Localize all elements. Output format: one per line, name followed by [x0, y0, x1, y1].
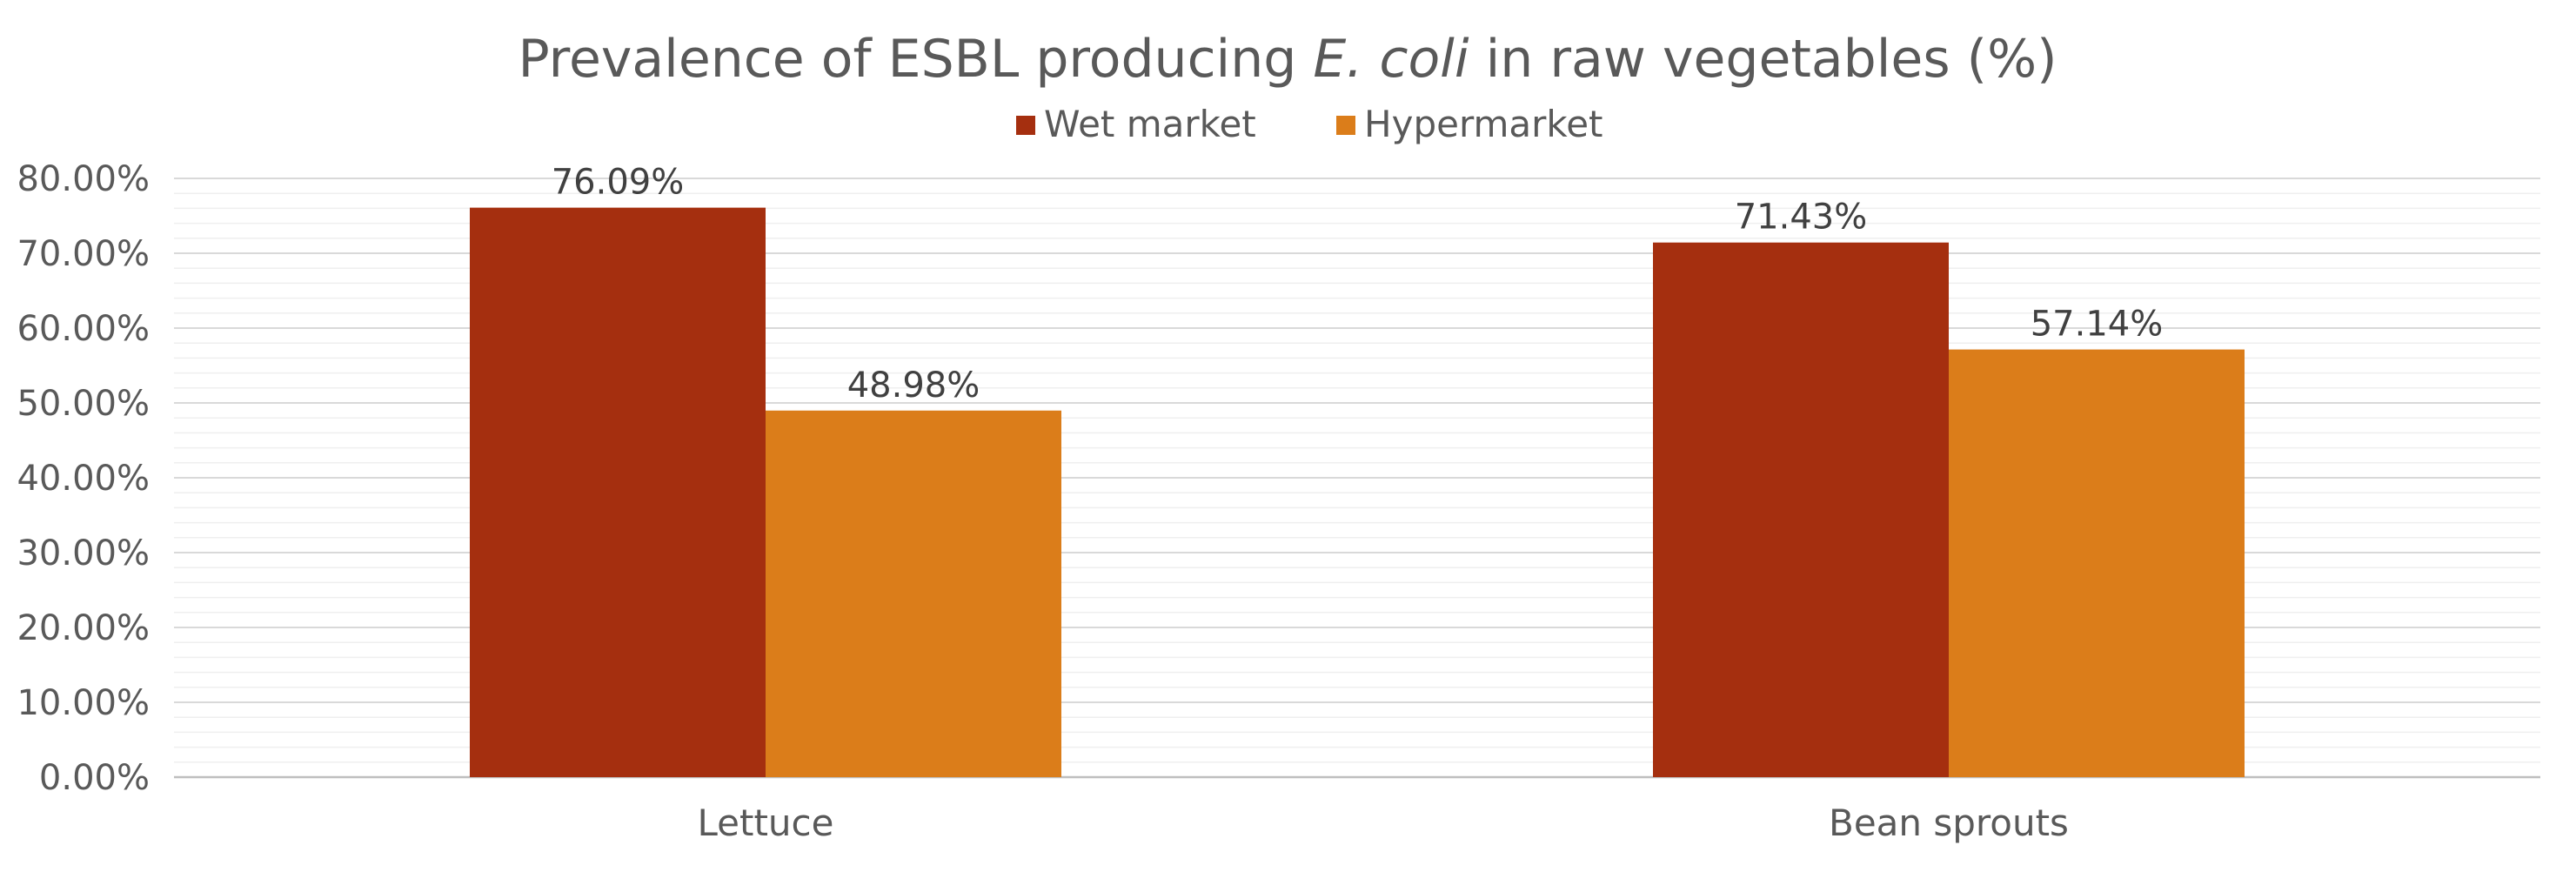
- y-tick-label: 10.00%: [17, 683, 150, 723]
- bar-layer: [470, 207, 2245, 778]
- x-tick-label: Bean sprouts: [1829, 802, 2069, 844]
- x-tick-label: Lettuce: [698, 802, 834, 844]
- y-tick-label: 40.00%: [17, 459, 150, 499]
- chart-title-main: Prevalence of ESBL producing: [519, 29, 1314, 90]
- y-tick-label: 60.00%: [17, 309, 150, 349]
- legend-swatch: [1016, 116, 1035, 135]
- data-label: 71.43%: [1735, 198, 1868, 238]
- legend: Wet market Hypermarket: [1016, 103, 1603, 145]
- y-tick-label: 80.00%: [17, 159, 150, 199]
- y-tick-label: 20.00%: [17, 608, 150, 648]
- y-tick-label: 30.00%: [17, 533, 150, 574]
- bar: [470, 207, 766, 778]
- label-layer: 76.09% 48.98% 71.43% 57.14%: [552, 163, 2164, 406]
- y-tick-label: 0.00%: [39, 758, 150, 798]
- data-label: 48.98%: [847, 366, 980, 406]
- legend-label: Hypermarket: [1364, 103, 1603, 145]
- legend-label: Wet market: [1044, 103, 1256, 145]
- bar: [1949, 349, 2245, 777]
- data-label: 76.09%: [552, 163, 685, 203]
- chart-title-tail: in raw vegetables (%): [1469, 29, 2057, 90]
- y-tick-label: 70.00%: [17, 234, 150, 274]
- y-tick-label: 50.00%: [17, 384, 150, 424]
- bar: [766, 410, 1061, 777]
- bar: [1653, 242, 1949, 777]
- axis-layer: 0.00% 10.00% 20.00% 30.00% 40.00% 50.00% 60.00…: [17, 159, 2068, 844]
- legend-swatch: [1336, 116, 1355, 135]
- chart-title: Prevalence of ESBL producing E. coli in …: [519, 29, 2057, 90]
- data-label: 57.14%: [2031, 305, 2164, 345]
- chart-title-italic: E. coli: [1313, 29, 1469, 90]
